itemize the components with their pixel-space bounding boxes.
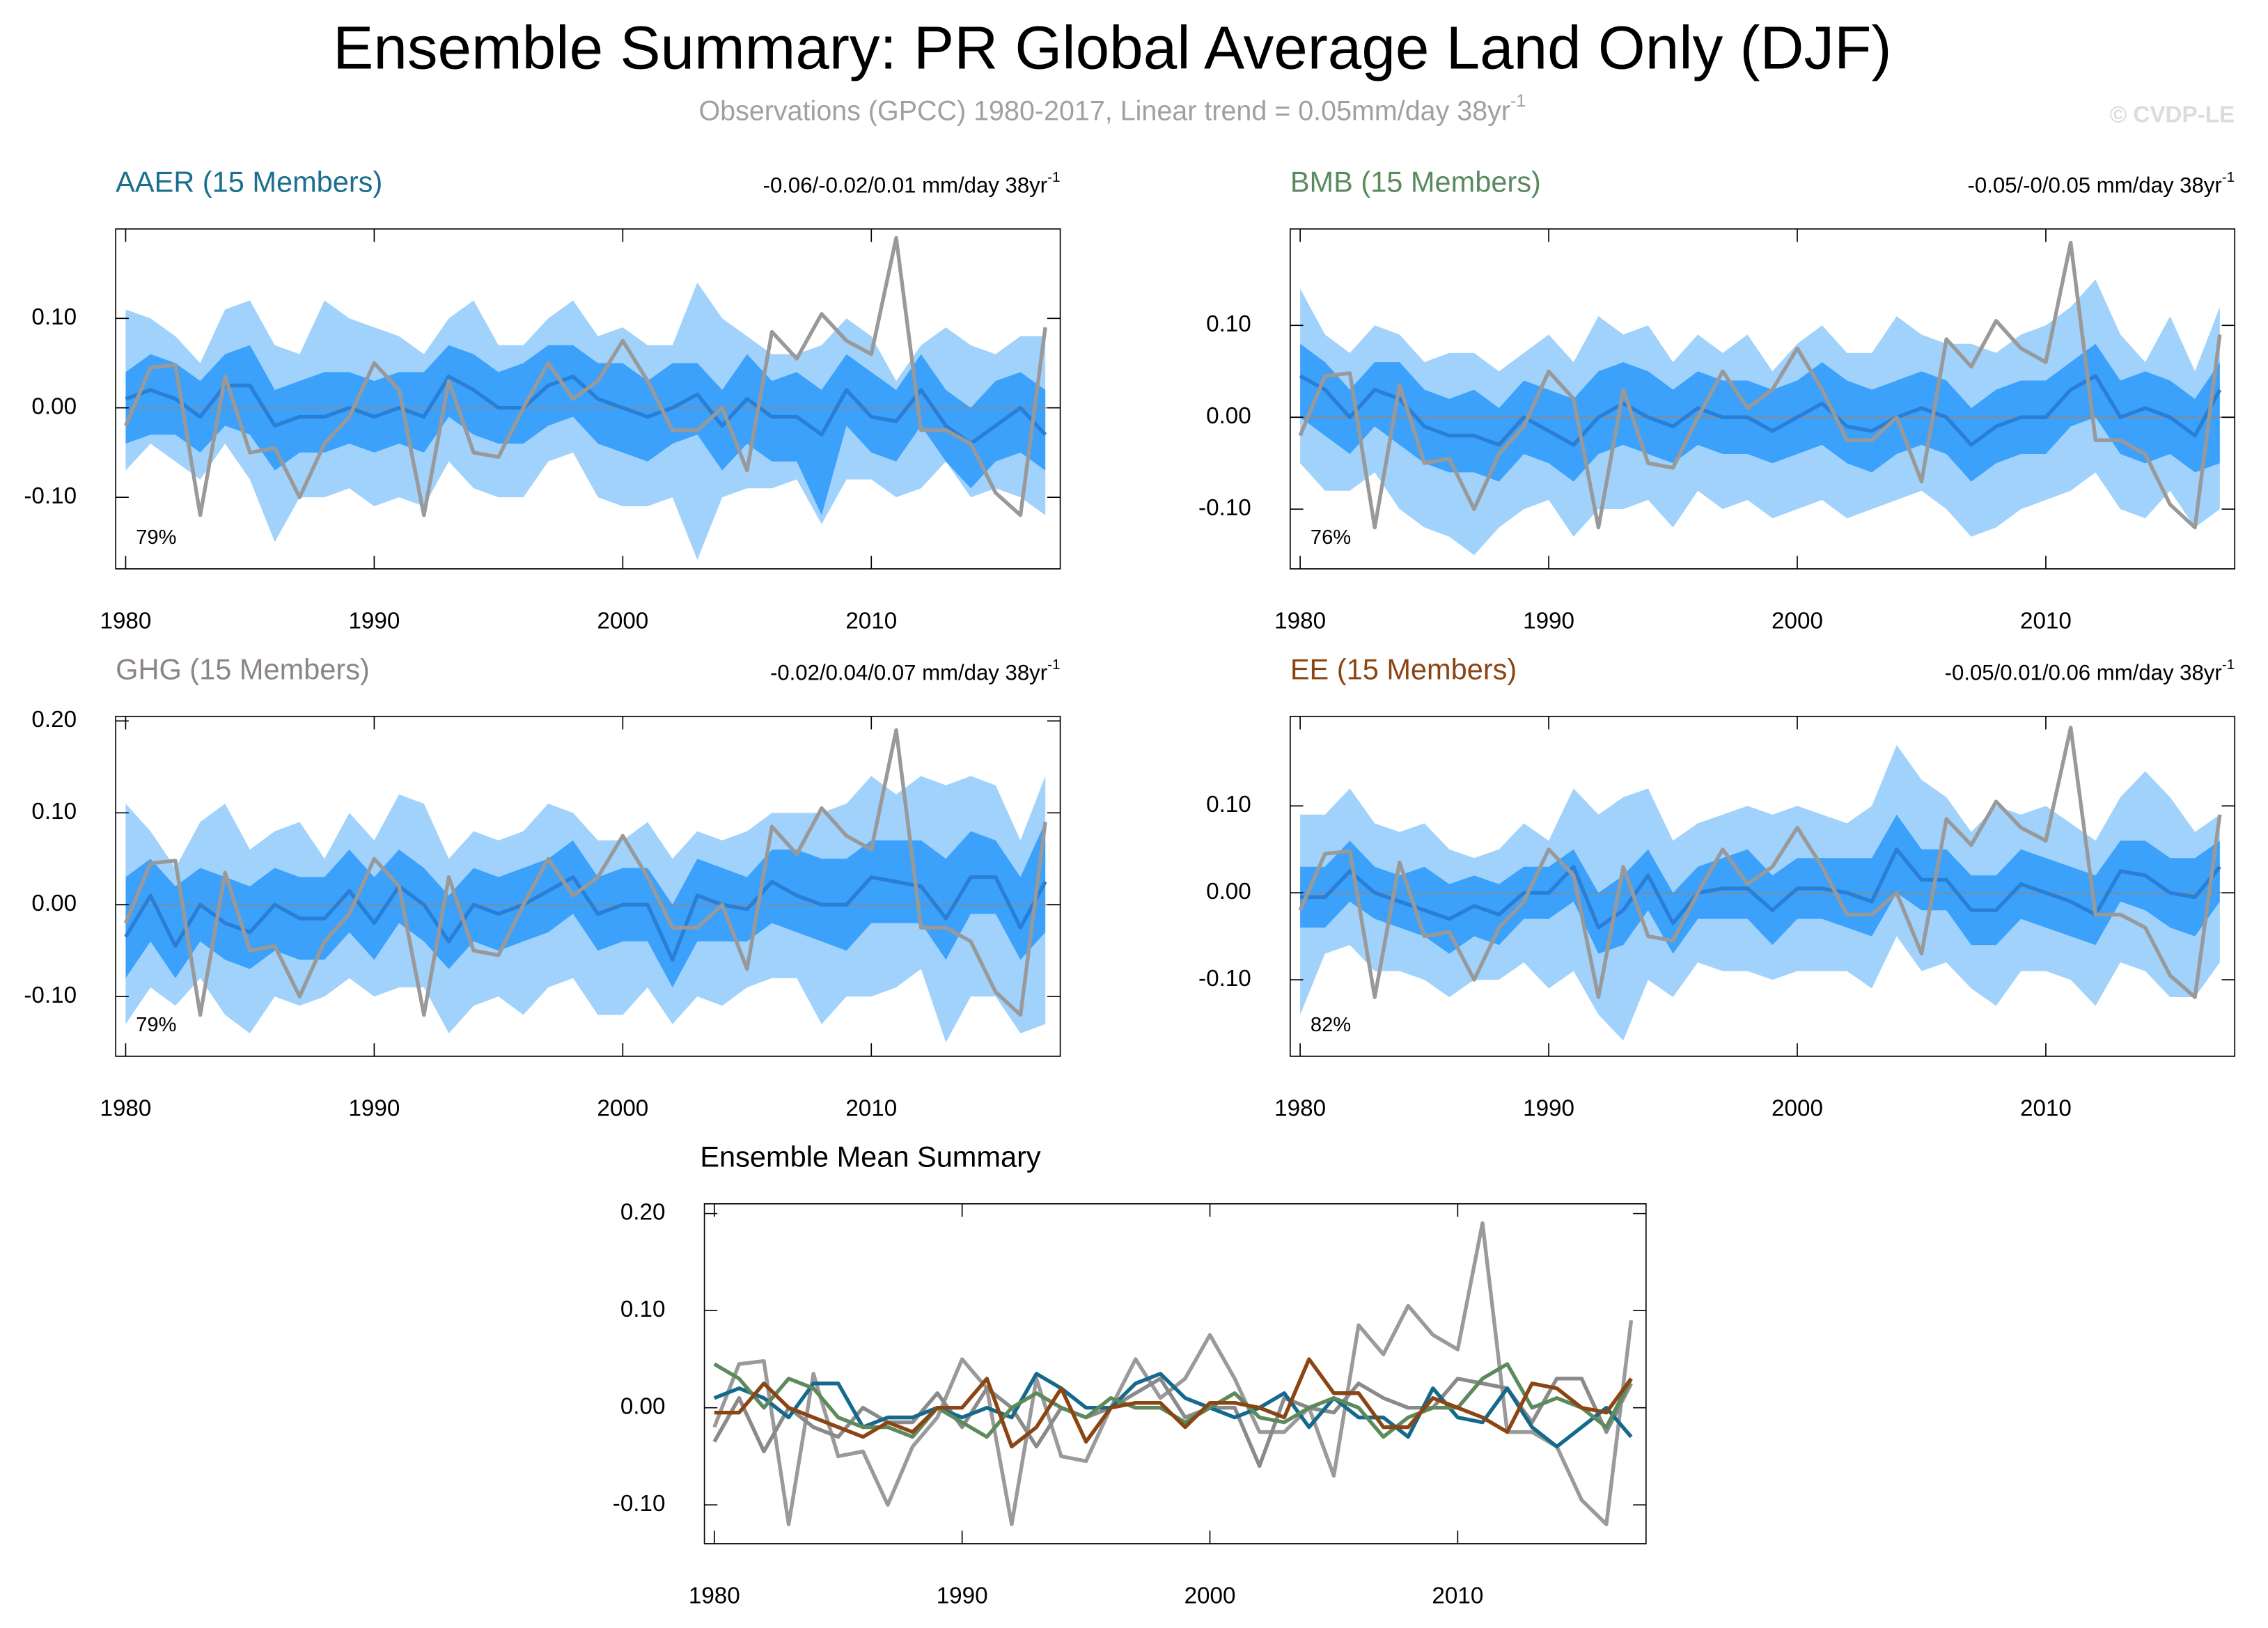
spread-band	[1300, 343, 2220, 482]
spread-band	[1300, 814, 2220, 954]
subtitle-superscript: -1	[1510, 91, 1526, 111]
panel-annotation: 76%	[1311, 526, 1351, 549]
panel: 76% -0.05/-0/0.05 mm/day 38yr-1 BMB (15 Me…	[1198, 165, 2236, 634]
y-tick-label: 0.20	[31, 707, 77, 733]
plot-frame	[703, 1203, 1647, 1544]
y-tick-label: 0.00	[620, 1393, 666, 1419]
y-tick-label: 0.10	[1206, 792, 1251, 817]
plot-frame	[115, 228, 1061, 570]
trend-superscript: -1	[1047, 657, 1060, 673]
data-line	[123, 728, 1047, 1017]
x-tick-label: 1990	[1523, 1096, 1574, 1122]
y-tick-label: 0.00	[31, 393, 77, 419]
y-tick-label: 0.00	[31, 891, 77, 916]
x-tick-label: 1990	[1523, 609, 1574, 634]
panel-annotation: 79%	[136, 526, 176, 549]
x-tick-label: 2000	[1772, 1096, 1823, 1122]
trend-superscript: -1	[2222, 657, 2235, 673]
trend-text: -0.02/0.04/0.07 mm/day 38yr	[770, 661, 1047, 685]
x-tick-label: 1980	[689, 1583, 740, 1609]
panel: 79% -0.06/-0.02/0.01 mm/day 38yr-1 AAER (1…	[24, 165, 1061, 634]
panel-annotation: 82%	[1311, 1014, 1351, 1036]
x-tick-label: 2010	[845, 1096, 897, 1122]
data-line	[1298, 240, 2222, 530]
panel-title: EE (15 Members)	[1290, 652, 1517, 685]
y-tick-label: 0.10	[620, 1297, 666, 1322]
panel-title: BMB (15 Members)	[1290, 165, 1541, 198]
y-tick-label: -0.10	[1198, 495, 1251, 521]
panel-annotation: 79%	[136, 1014, 176, 1036]
subtitle-text: Observations (GPCC) 1980-2017, Linear tr…	[698, 96, 1510, 127]
trend-superscript: -1	[1047, 170, 1060, 186]
data-line	[1298, 726, 2222, 999]
y-tick-label: 0.10	[31, 304, 77, 330]
panel: Ensemble Mean Summary 0.20 0.10 0.00 -0.10 19…	[613, 1140, 1647, 1609]
y-tick-label: 0.00	[1206, 403, 1251, 429]
data-line	[1300, 847, 2221, 930]
y-tick-label: -0.10	[1198, 966, 1251, 992]
watermark: © CVDP-LE	[2110, 102, 2235, 128]
panel: 79% -0.02/0.04/0.07 mm/day 38yr-1 GHG (15 …	[24, 652, 1061, 1122]
panel-title: GHG (15 Members)	[116, 652, 370, 685]
y-tick-label: -0.10	[24, 483, 77, 509]
plot-area	[704, 1203, 1646, 1544]
x-tick-label: 2000	[597, 1096, 648, 1122]
trend-text: -0.06/-0.02/0.01 mm/day 38yr	[763, 173, 1048, 198]
y-tick-label: -0.10	[24, 983, 77, 1008]
panel: 82% -0.05/0.01/0.06 mm/day 38yr-1 EE (15 M…	[1198, 652, 2236, 1122]
x-tick-label: 2000	[1772, 609, 1823, 634]
data-line	[123, 235, 1047, 517]
trend-label: -0.06/-0.02/0.01 mm/day 38yr-1	[763, 170, 1061, 198]
x-tick-label: 1990	[937, 1583, 988, 1609]
x-tick-label: 2010	[2020, 1096, 2072, 1122]
plot-frame	[1290, 228, 2236, 570]
trend-label: -0.02/0.04/0.07 mm/day 38yr-1	[770, 657, 1061, 685]
trend-text: -0.05/-0/0.05 mm/day 38yr	[1968, 173, 2222, 198]
panel-title: AAER (15 Members)	[116, 165, 382, 198]
x-tick-label: 2000	[1184, 1583, 1236, 1609]
data-line	[714, 1357, 1633, 1449]
y-tick-label: 0.10	[1206, 311, 1251, 337]
x-tick-label: 1980	[100, 609, 151, 634]
y-tick-label: 0.20	[620, 1200, 666, 1226]
x-tick-label: 2010	[1432, 1583, 1483, 1609]
trend-label: -0.05/0.01/0.06 mm/day 38yr-1	[1945, 657, 2235, 685]
x-tick-label: 1980	[1274, 609, 1326, 634]
data-line	[1299, 374, 2222, 447]
x-tick-label: 2010	[845, 609, 897, 634]
y-tick-label: 0.00	[1206, 879, 1251, 905]
x-tick-label: 1990	[348, 1096, 400, 1122]
y-tick-label: -0.10	[613, 1491, 666, 1517]
trend-text: -0.05/0.01/0.06 mm/day 38yr	[1945, 661, 2222, 685]
x-tick-label: 1990	[348, 609, 400, 634]
figure-subtitle: Observations (GPCC) 1980-2017, Linear tr…	[698, 91, 1526, 127]
panel-title: Ensemble Mean Summary	[700, 1140, 1041, 1173]
figure-title: Ensemble Summary: PR Global Average Land…	[333, 14, 1891, 81]
x-tick-label: 2010	[2020, 609, 2072, 634]
trend-label: -0.05/-0/0.05 mm/day 38yr-1	[1968, 170, 2235, 198]
x-tick-label: 1980	[1274, 1096, 1326, 1122]
plot-frame	[1290, 715, 2236, 1057]
trend-superscript: -1	[2222, 170, 2235, 186]
plot-frame	[115, 715, 1061, 1057]
y-tick-label: 0.10	[31, 799, 77, 824]
x-tick-label: 2000	[597, 609, 648, 634]
x-tick-label: 1980	[100, 1096, 151, 1122]
data-line	[124, 875, 1047, 962]
